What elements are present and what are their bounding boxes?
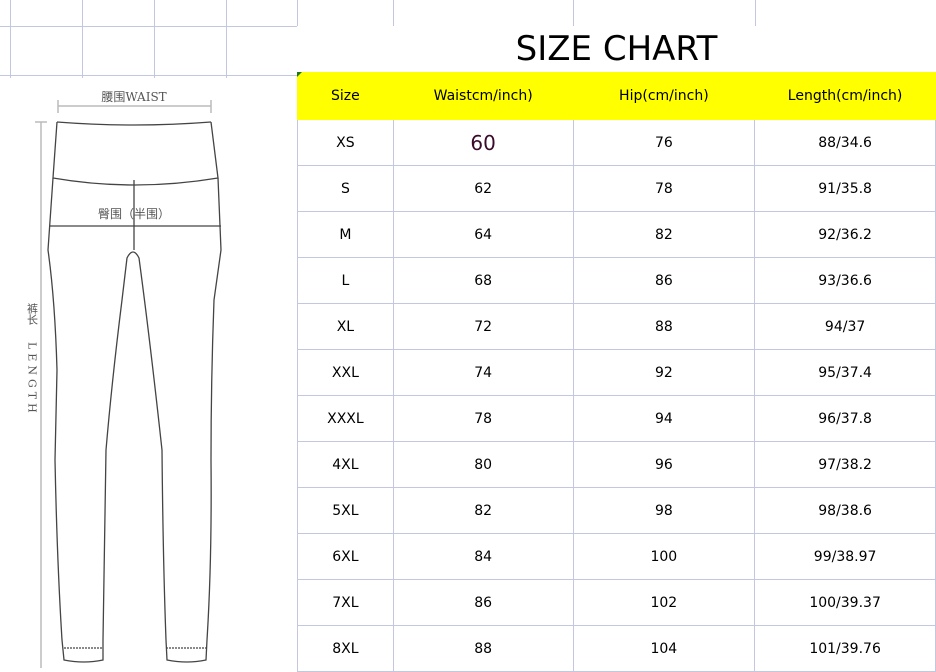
table-row: XL 72 88 94/37: [297, 303, 936, 350]
leggings-illustration: 腰围WAIST 臀围（半围） 裤长 LENGTH: [26, 90, 222, 668]
table-row: L 68 86 93/36.6: [297, 257, 936, 304]
hip-cell: 82: [572, 211, 756, 258]
size-table: Size Waistcm/inch) Hip(cm/inch) Length(c…: [297, 72, 936, 672]
waist-cell: 84: [392, 533, 574, 580]
length-cell: 101/39.76: [754, 625, 936, 672]
length-cell: 99/38.97: [754, 533, 936, 580]
table-row: XXL 74 92 95/37.4: [297, 349, 936, 396]
hip-cell: 104: [572, 625, 756, 672]
waist-cell: 62: [392, 165, 574, 212]
pants-diagram: 腰围WAIST 臀围（半围） 裤长 LENGTH: [0, 78, 297, 668]
table-row: 6XL 84 100 99/38.97: [297, 533, 936, 580]
waist-cell: 80: [392, 441, 574, 488]
size-cell: 5XL: [297, 487, 394, 534]
table-row: 7XL 86 102 100/39.37: [297, 579, 936, 626]
table-row: S 62 78 91/35.8: [297, 165, 936, 212]
hip-cell: 92: [572, 349, 756, 396]
hip-cell: 96: [572, 441, 756, 488]
size-cell: S: [297, 165, 394, 212]
table-row: XS 60 76 88/34.6: [297, 119, 936, 166]
size-cell: 6XL: [297, 533, 394, 580]
page-title: SIZE CHART: [297, 26, 936, 72]
length-cell: 88/34.6: [754, 119, 936, 166]
length-cell: 95/37.4: [754, 349, 936, 396]
hip-cell: 86: [572, 257, 756, 304]
cell-comment-marker: [297, 72, 302, 77]
length-cell: 97/38.2: [754, 441, 936, 488]
size-cell: XXXL: [297, 395, 394, 442]
header-size: Size: [297, 72, 394, 120]
length-cell: 93/36.6: [754, 257, 936, 304]
table-row: 8XL 88 104 101/39.76: [297, 625, 936, 672]
hip-label: 臀围（半围）: [98, 207, 170, 221]
size-cell: 7XL: [297, 579, 394, 626]
size-cell: XXL: [297, 349, 394, 396]
waist-label: 腰围WAIST: [101, 90, 166, 104]
hip-cell: 100: [572, 533, 756, 580]
waist-cell: 60: [392, 119, 574, 166]
hip-cell: 94: [572, 395, 756, 442]
length-label-en: LENGTH: [26, 342, 39, 417]
waist-cell: 68: [392, 257, 574, 304]
size-cell: XL: [297, 303, 394, 350]
hip-cell: 98: [572, 487, 756, 534]
waist-cell: 88: [392, 625, 574, 672]
table-header-row: Size Waistcm/inch) Hip(cm/inch) Length(c…: [297, 72, 936, 120]
waist-cell: 78: [392, 395, 574, 442]
hip-cell: 88: [572, 303, 756, 350]
waist-cell: 86: [392, 579, 574, 626]
hip-cell: 76: [572, 119, 756, 166]
length-cell: 92/36.2: [754, 211, 936, 258]
length-cell: 94/37: [754, 303, 936, 350]
header-waist: Waistcm/inch): [392, 72, 574, 120]
table-row: M 64 82 92/36.2: [297, 211, 936, 258]
waist-cell: 72: [392, 303, 574, 350]
hip-cell: 102: [572, 579, 756, 626]
table-row: 5XL 82 98 98/38.6: [297, 487, 936, 534]
waist-cell: 74: [392, 349, 574, 396]
size-cell: XS: [297, 119, 394, 166]
waist-cell: 64: [392, 211, 574, 258]
length-cell: 100/39.37: [754, 579, 936, 626]
length-cell: 96/37.8: [754, 395, 936, 442]
hip-cell: 78: [572, 165, 756, 212]
header-length: Length(cm/inch): [754, 72, 936, 120]
length-cell: 91/35.8: [754, 165, 936, 212]
length-cell: 98/38.6: [754, 487, 936, 534]
table-row: XXXL 78 94 96/37.8: [297, 395, 936, 442]
header-hip: Hip(cm/inch): [572, 72, 756, 120]
size-cell: 8XL: [297, 625, 394, 672]
table-row: 4XL 80 96 97/38.2: [297, 441, 936, 488]
waist-cell: 82: [392, 487, 574, 534]
size-cell: M: [297, 211, 394, 258]
length-label-cn: 裤长: [26, 302, 39, 325]
size-cell: L: [297, 257, 394, 304]
size-cell: 4XL: [297, 441, 394, 488]
